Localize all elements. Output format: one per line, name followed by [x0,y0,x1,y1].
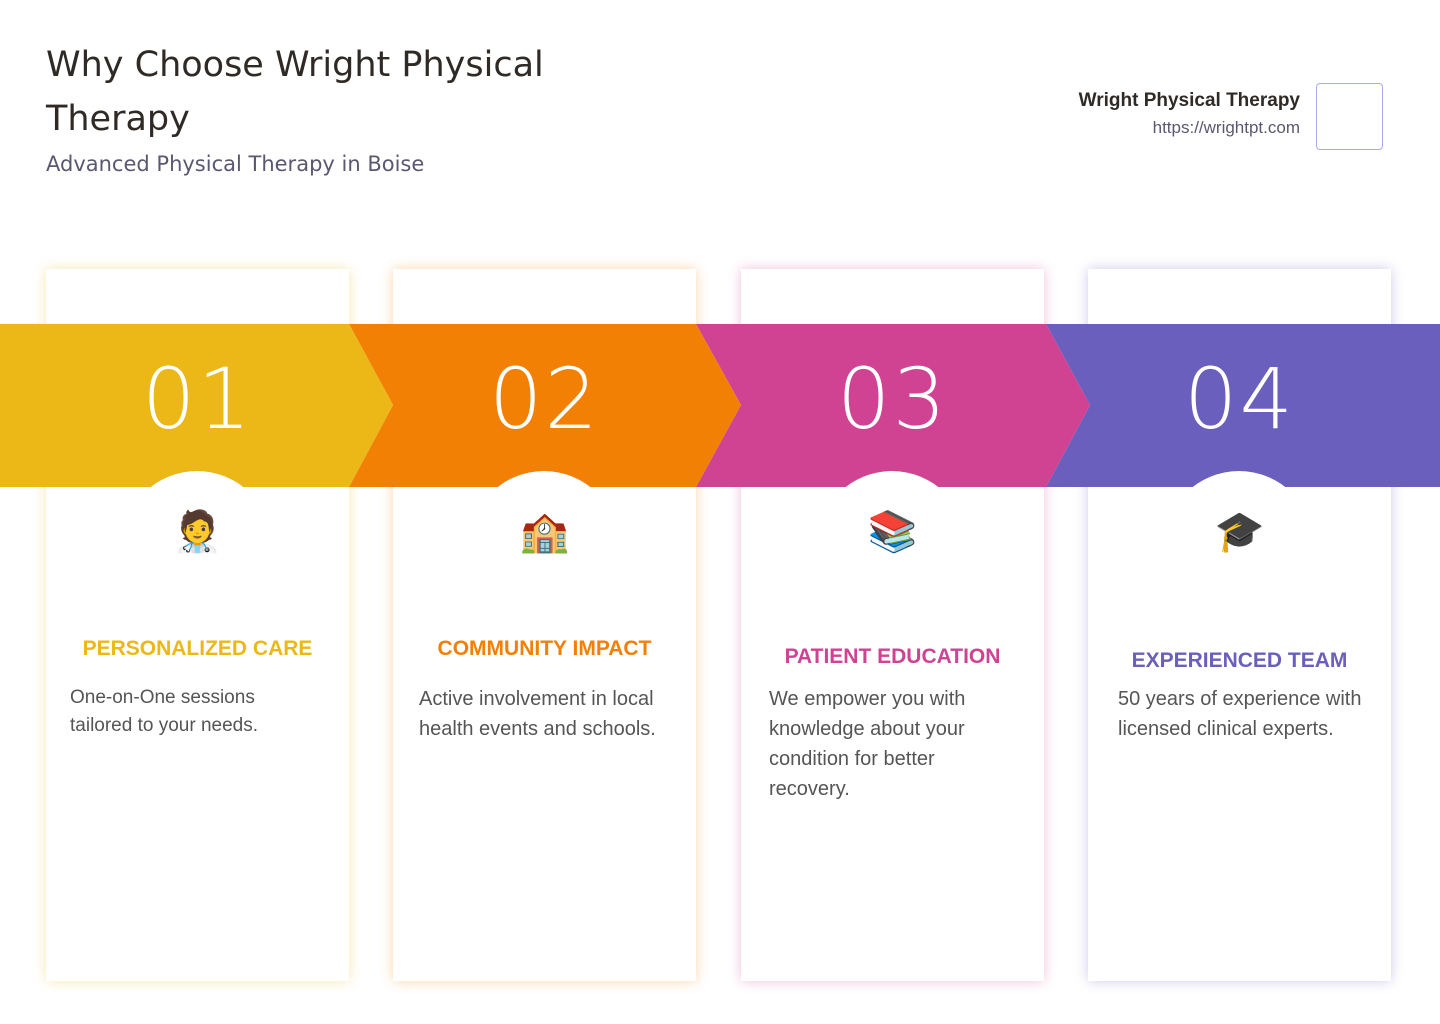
brand-url[interactable]: https://wrightpt.com [1152,118,1300,137]
brand: Wright Physical Therapy https://wrightpt… [1079,90,1300,138]
page-title: Why Choose Wright Physical Therapy [46,45,544,139]
step-band [0,324,1440,487]
step-title: EXPERIENCED TEAM [1131,649,1348,672]
brand-name: Wright Physical Therapy [1078,90,1300,111]
step-title: PATIENT EDUCATION [784,645,1001,668]
band-segment-3 [696,324,1090,487]
icon-circle [469,471,619,621]
band-segment-2 [349,324,741,487]
books-icon: 📚 [867,510,918,554]
step-title: PERSONALIZED CARE [82,637,313,660]
step-number: 03 [837,350,948,448]
band-segment-1 [0,324,393,487]
step-number: 02 [489,350,600,448]
step-description: 50 years of experience with licensed cli… [1118,688,1362,740]
icon-circle [817,471,967,621]
step-description: Active involvement in local health event… [419,688,656,740]
health-worker-icon: 🧑‍⚕️ [172,510,223,554]
school-building-icon: 🏫 [519,510,570,554]
step-title: COMMUNITY IMPACT [437,637,652,660]
band-segment-4 [1046,324,1440,487]
icon-circle [122,471,272,621]
step-description: We empower you with knowledge about your… [769,688,966,800]
brand-logo [1316,83,1383,150]
step-number: 04 [1184,350,1295,448]
icon-circle [1164,471,1314,621]
graduation-cap-icon: 🎓 [1214,510,1265,554]
step-number: 01 [142,350,253,448]
page-subtitle: Advanced Physical Therapy in Boise [46,152,425,176]
step-description: One-on-One sessions tailored to your nee… [70,687,259,736]
